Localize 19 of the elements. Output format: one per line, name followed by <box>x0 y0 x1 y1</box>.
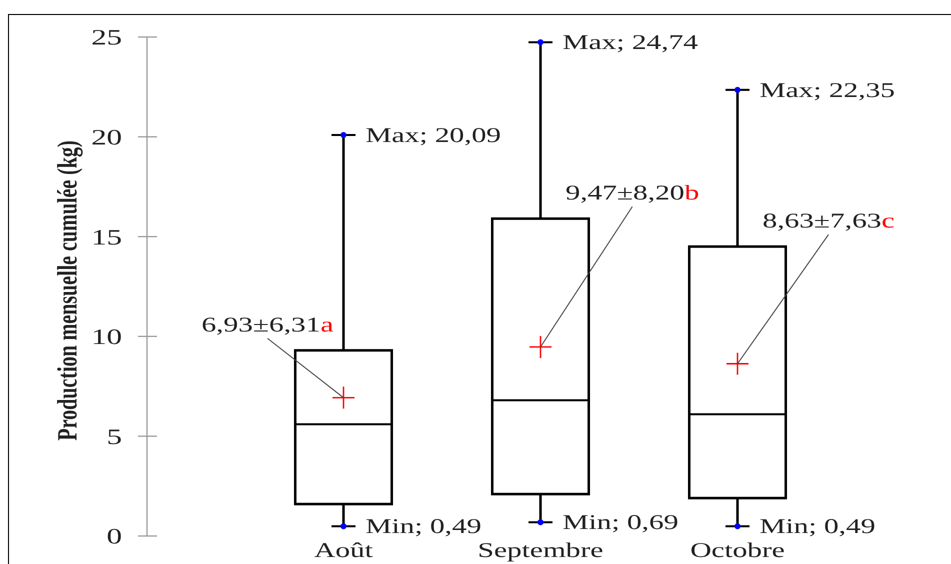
annotation: Max; 24,74 <box>562 30 698 54</box>
annotation: Min; 0,49 <box>366 514 482 538</box>
y-tick-label: 5 <box>106 424 122 449</box>
x-tick-label: Août <box>314 538 373 562</box>
y-tick-label: 20 <box>91 124 122 150</box>
y-axis-title: Production mensuelle cumulée (kg) <box>52 140 84 441</box>
annotation: 6,93±6,31a <box>201 312 334 336</box>
annotation: 9,47±8,20b <box>566 180 700 205</box>
annotation: Min; 0,69 <box>562 510 678 534</box>
y-tick-label: 10 <box>91 324 122 350</box>
x-tick-label: Octobre <box>690 538 785 562</box>
annotation: Max; 22,35 <box>760 78 895 102</box>
annotation: Max; 20,09 <box>366 123 501 147</box>
y-tick-label: 25 <box>91 24 122 50</box>
x-tick-label: Septembre <box>478 538 604 562</box>
y-tick-label: 0 <box>106 524 122 549</box>
annotation: Min; 0,49 <box>760 514 876 538</box>
y-tick-label: 15 <box>91 224 122 250</box>
annotation: 8,63±7,63c <box>762 208 895 233</box>
